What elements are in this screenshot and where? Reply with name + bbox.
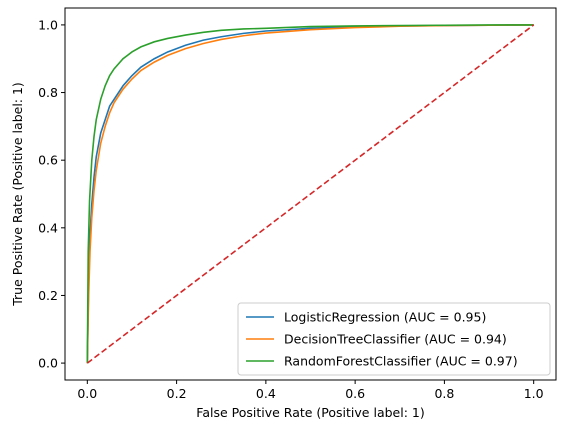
x-tick-label: 0.2 <box>167 386 187 401</box>
y-ticks: 0.0 0.2 0.4 0.6 0.8 1.0 <box>38 17 65 371</box>
legend-entry: LogisticRegression (AUC = 0.95) <box>284 310 486 325</box>
plot-lines <box>86 24 535 364</box>
x-tick-label: 0.8 <box>434 386 454 401</box>
x-tick-label: 0.0 <box>77 386 97 401</box>
x-tick-label: 1.0 <box>524 386 544 401</box>
axes-frame <box>64 7 557 381</box>
y-tick-label: 0.2 <box>38 288 58 303</box>
x-ticks: 0.0 0.2 0.4 0.6 0.8 1.0 <box>77 380 544 401</box>
chance-diagonal-line <box>86 24 535 364</box>
legend-entry: DecisionTreeClassifier (AUC = 0.94) <box>284 332 507 347</box>
x-tick-label: 0.4 <box>256 386 276 401</box>
x-tick-label: 0.6 <box>345 386 365 401</box>
series-line-0 <box>86 24 534 364</box>
y-tick-label: 0.0 <box>38 356 58 371</box>
series-line-2 <box>86 24 534 364</box>
legend-box <box>237 302 551 376</box>
x-axis-label: False Positive Rate (Positive label: 1) <box>196 405 424 420</box>
series-line-1 <box>86 24 534 364</box>
y-tick-label: 0.4 <box>38 220 58 235</box>
y-tick-label: 0.6 <box>38 153 58 168</box>
legend: LogisticRegression (AUC = 0.95) DecisionT… <box>237 302 551 376</box>
y-tick-label: 1.0 <box>38 17 58 32</box>
y-tick-label: 0.8 <box>38 85 58 100</box>
y-axis-label: True Positive Rate (Positive label: 1) <box>10 82 25 307</box>
legend-entry: RandomForestClassifier (AUC = 0.97) <box>284 354 518 369</box>
